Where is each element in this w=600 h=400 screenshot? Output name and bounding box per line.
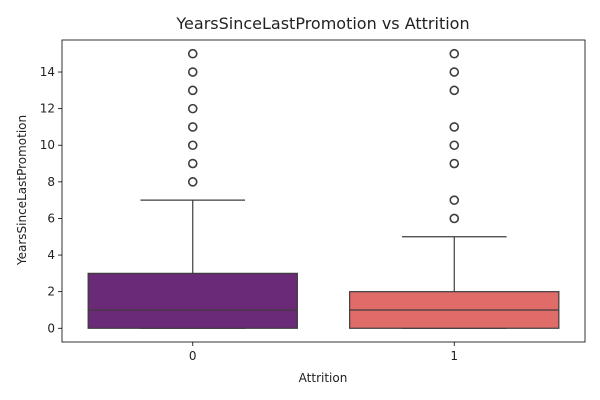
- outlier-point: [449, 158, 460, 169]
- y-tick-label: 2: [47, 285, 55, 299]
- outlier-point: [187, 177, 198, 187]
- x-tick-label: 1: [450, 349, 458, 363]
- outlier-point: [187, 103, 198, 114]
- outlier-point: [187, 158, 198, 169]
- axes-frame: [61, 39, 586, 343]
- outlier-point: [449, 122, 460, 132]
- outlier-point: [187, 67, 198, 77]
- plot-area: 0 2 4 6 8 10 12 14 0 1: [40, 39, 586, 363]
- y-tick-label: 14: [40, 65, 55, 79]
- y-tick-label: 10: [40, 138, 55, 152]
- y-axis-label: YearsSinceLastPromotion: [15, 115, 29, 266]
- chart-title: YearsSinceLastPromotion vs Attrition: [175, 14, 469, 33]
- outlier-point: [187, 48, 198, 59]
- outlier-point: [449, 213, 460, 224]
- outlier-point: [449, 48, 460, 59]
- box-0: [87, 272, 298, 329]
- outlier-point: [449, 67, 460, 77]
- outlier-point: [187, 140, 198, 151]
- outlier-point: [449, 195, 460, 205]
- x-tick-label: 0: [189, 349, 197, 363]
- x-axis-label: Attrition: [299, 371, 348, 385]
- outlier-point: [187, 122, 198, 132]
- outlier-point: [187, 85, 198, 96]
- y-tick-label: 6: [47, 211, 55, 225]
- y-tick-label: 8: [47, 175, 55, 189]
- outlier-point: [449, 85, 460, 96]
- y-tick-label: 0: [47, 321, 55, 335]
- y-tick-label: 4: [47, 248, 55, 262]
- y-tick-label: 12: [40, 102, 55, 116]
- outlier-point: [449, 140, 460, 151]
